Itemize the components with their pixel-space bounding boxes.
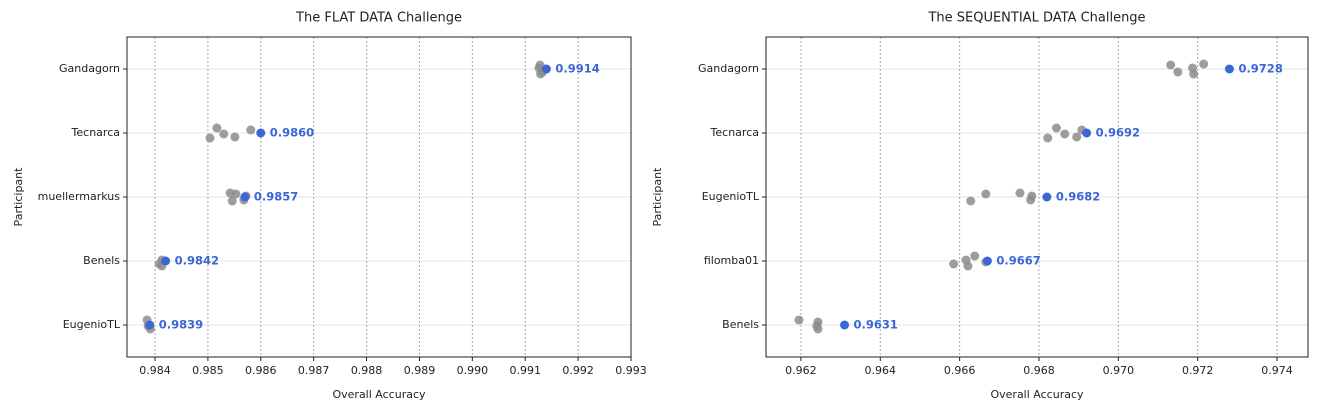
best-point	[982, 256, 992, 266]
x-tick-label: 0.970	[1103, 364, 1135, 377]
best-point	[145, 320, 155, 330]
y-tick-label: Benels	[83, 254, 120, 267]
run-point	[1189, 69, 1199, 79]
x-tick-label: 0.988	[351, 364, 383, 377]
y-tick-label: EugenioTL	[63, 318, 121, 331]
x-tick-label: 0.964	[865, 364, 897, 377]
y-tick-label: filomba01	[704, 254, 759, 267]
x-tick-label: 0.987	[298, 364, 330, 377]
value-label: 0.9667	[996, 254, 1040, 268]
y-axis-label: Participant	[651, 167, 664, 227]
run-point	[970, 251, 980, 261]
run-point	[1027, 191, 1037, 201]
y-axis-label: Participant	[12, 167, 25, 227]
x-tick-label: 0.972	[1182, 364, 1214, 377]
value-label: 0.9842	[175, 254, 219, 268]
run-point	[212, 123, 222, 133]
x-tick-label: 0.989	[404, 364, 436, 377]
y-tick-label: Benels	[722, 318, 759, 331]
plot-frame	[126, 36, 632, 358]
run-point	[1060, 129, 1070, 139]
run-point	[219, 129, 229, 139]
value-label: 0.9839	[159, 318, 203, 332]
x-tick-label: 0.991	[509, 364, 541, 377]
run-point	[1043, 133, 1053, 143]
y-tick-label: Tecnarca	[710, 126, 759, 139]
value-label: 0.9682	[1056, 190, 1100, 204]
y-tick-label: muellermarkus	[38, 190, 121, 203]
run-point	[1051, 123, 1061, 133]
best-point	[1224, 64, 1234, 74]
best-point	[541, 64, 551, 74]
value-label: 0.9860	[270, 126, 314, 140]
run-point	[227, 196, 237, 206]
best-point	[840, 320, 850, 330]
run-point	[1199, 59, 1209, 69]
run-point	[813, 317, 823, 327]
value-label: 0.9728	[1238, 62, 1282, 76]
run-point	[949, 259, 959, 269]
x-tick-label: 0.966	[944, 364, 976, 377]
run-point	[966, 196, 976, 206]
value-label: 0.9914	[555, 62, 599, 76]
x-tick-label: 0.962	[785, 364, 817, 377]
y-tick-label: Gandagorn	[698, 62, 759, 75]
run-point	[1015, 188, 1025, 198]
run-point	[981, 189, 991, 199]
best-point	[1082, 128, 1092, 138]
run-point	[1173, 67, 1183, 77]
chart-title: The SEQUENTIAL DATA Challenge	[927, 11, 1145, 26]
best-point	[1042, 192, 1052, 202]
x-axis-label: Overall Accuracy	[332, 388, 426, 401]
run-point	[225, 188, 235, 198]
run-point	[230, 132, 240, 142]
run-point	[536, 69, 546, 79]
x-tick-label: 0.992	[562, 364, 594, 377]
x-tick-label: 0.985	[192, 364, 224, 377]
best-point	[256, 128, 266, 138]
best-point	[240, 192, 250, 202]
run-point	[246, 125, 256, 135]
chart-title: The FLAT DATA Challenge	[295, 11, 462, 26]
value-label: 0.9692	[1096, 126, 1140, 140]
y-tick-label: Gandagorn	[59, 62, 120, 75]
x-tick-label: 0.984	[139, 364, 171, 377]
x-tick-label: 0.968	[1023, 364, 1055, 377]
value-label: 0.9857	[254, 190, 298, 204]
x-tick-label: 0.974	[1261, 364, 1293, 377]
x-axis-label: Overall Accuracy	[990, 388, 1084, 401]
x-tick-label: 0.993	[615, 364, 647, 377]
run-point	[1072, 132, 1082, 142]
plot-frame	[765, 36, 1309, 358]
run-point	[794, 315, 804, 325]
run-point	[963, 261, 973, 271]
run-point	[813, 324, 823, 334]
run-point	[1166, 60, 1176, 70]
run-point	[205, 133, 215, 143]
x-tick-label: 0.986	[245, 364, 277, 377]
y-tick-label: Tecnarca	[71, 126, 120, 139]
y-tick-label: EugenioTL	[702, 190, 760, 203]
best-point	[161, 256, 171, 266]
x-tick-label: 0.990	[457, 364, 489, 377]
value-label: 0.9631	[854, 318, 898, 332]
